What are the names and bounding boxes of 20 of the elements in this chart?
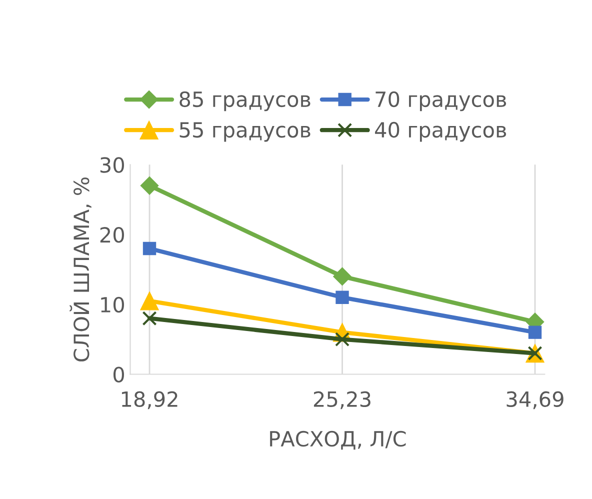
point bbox=[336, 290, 349, 304]
point bbox=[140, 292, 159, 310]
legend-label: 85 градусов bbox=[180, 91, 310, 112]
legend-label: 70 градусов bbox=[376, 91, 506, 112]
legend-label: 55 градусов bbox=[180, 122, 310, 142]
legend-label: 40 градусов bbox=[375, 122, 506, 142]
point bbox=[142, 242, 156, 256]
point bbox=[333, 267, 352, 286]
point bbox=[528, 326, 542, 339]
y-tick-label: 0 bbox=[113, 366, 124, 382]
x-tick-label: 18,92 bbox=[122, 391, 178, 410]
y-tick-label: 20 bbox=[100, 226, 124, 243]
y-tick-label: 30 bbox=[100, 157, 124, 173]
point bbox=[140, 176, 159, 195]
point bbox=[142, 311, 157, 326]
x-axis-title: РАСХОД, Л/С bbox=[270, 430, 406, 450]
x-tick-label: 34,69 bbox=[506, 391, 564, 410]
y-tick-label: 10 bbox=[101, 296, 124, 313]
y-axis-title: СЛОЙ ШЛАМА, % bbox=[70, 177, 92, 362]
x-tick-label: 25,23 bbox=[314, 391, 370, 410]
